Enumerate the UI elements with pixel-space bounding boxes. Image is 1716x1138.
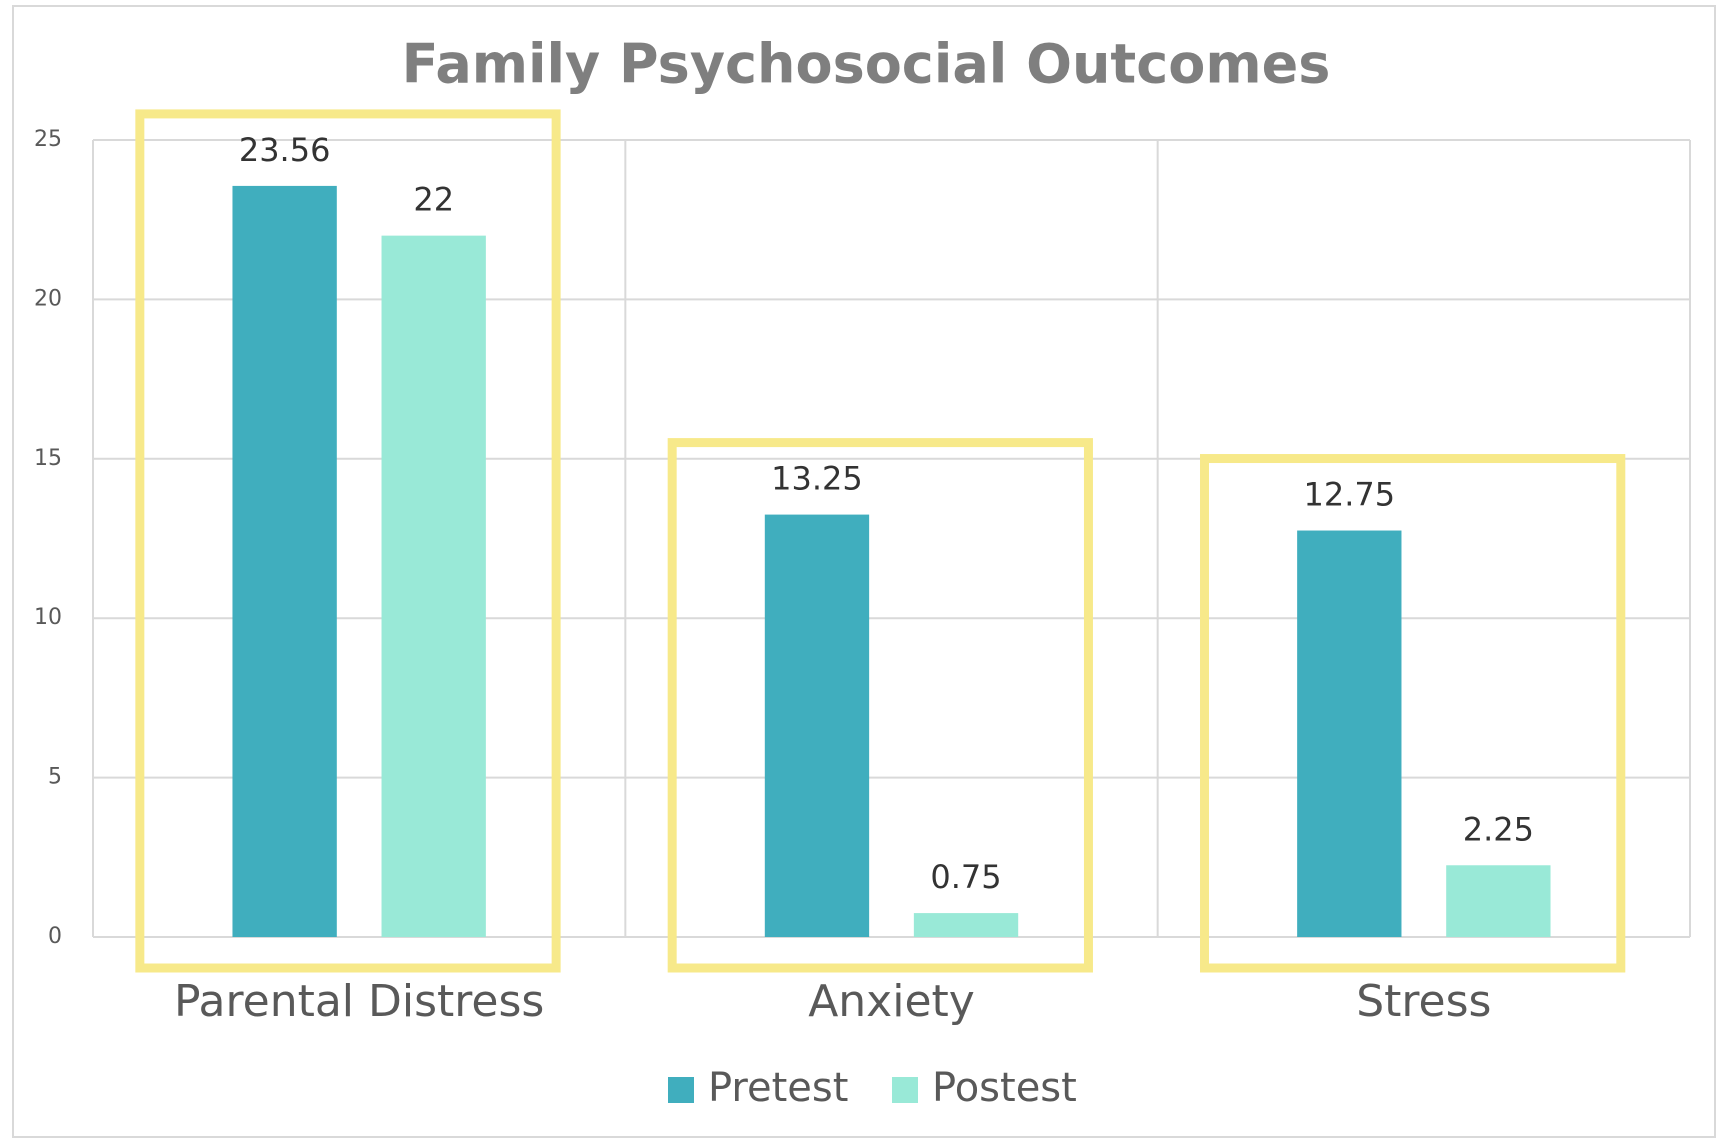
highlight-box: [1200, 454, 1626, 973]
value-label: 0.75: [930, 858, 1001, 896]
y-tick-label: 15: [34, 446, 62, 471]
y-tick-label: 10: [34, 605, 62, 630]
bar: [764, 514, 870, 937]
x-tick-label: Stress: [1356, 976, 1491, 1027]
chart-frame: [12, 5, 1716, 1138]
x-tick-label: Parental Distress: [174, 976, 544, 1027]
x-tick-label: Anxiety: [808, 976, 975, 1027]
value-label: 13.25: [771, 460, 863, 498]
value-label: 12.75: [1304, 476, 1396, 514]
legend-swatch: [892, 1077, 918, 1103]
legend-label: Pretest: [708, 1065, 848, 1111]
chart-title: Family Psychosocial Outcomes: [402, 33, 1331, 96]
bar: [913, 913, 1019, 937]
y-tick-label: 25: [34, 127, 62, 152]
highlight-box: [135, 109, 561, 973]
y-tick-label: 20: [34, 286, 62, 311]
value-label: 23.56: [239, 131, 331, 169]
y-tick-label: 0: [48, 924, 62, 949]
bar: [1297, 530, 1402, 937]
y-tick-label: 5: [48, 765, 62, 790]
bar: [232, 185, 337, 937]
bar: [381, 235, 486, 937]
value-label: 22: [413, 181, 454, 219]
value-label: 2.25: [1463, 810, 1534, 848]
legend-swatch: [668, 1077, 694, 1103]
bar: [1446, 865, 1551, 937]
highlight-box: [667, 438, 1093, 973]
legend-label: Postest: [932, 1065, 1077, 1111]
